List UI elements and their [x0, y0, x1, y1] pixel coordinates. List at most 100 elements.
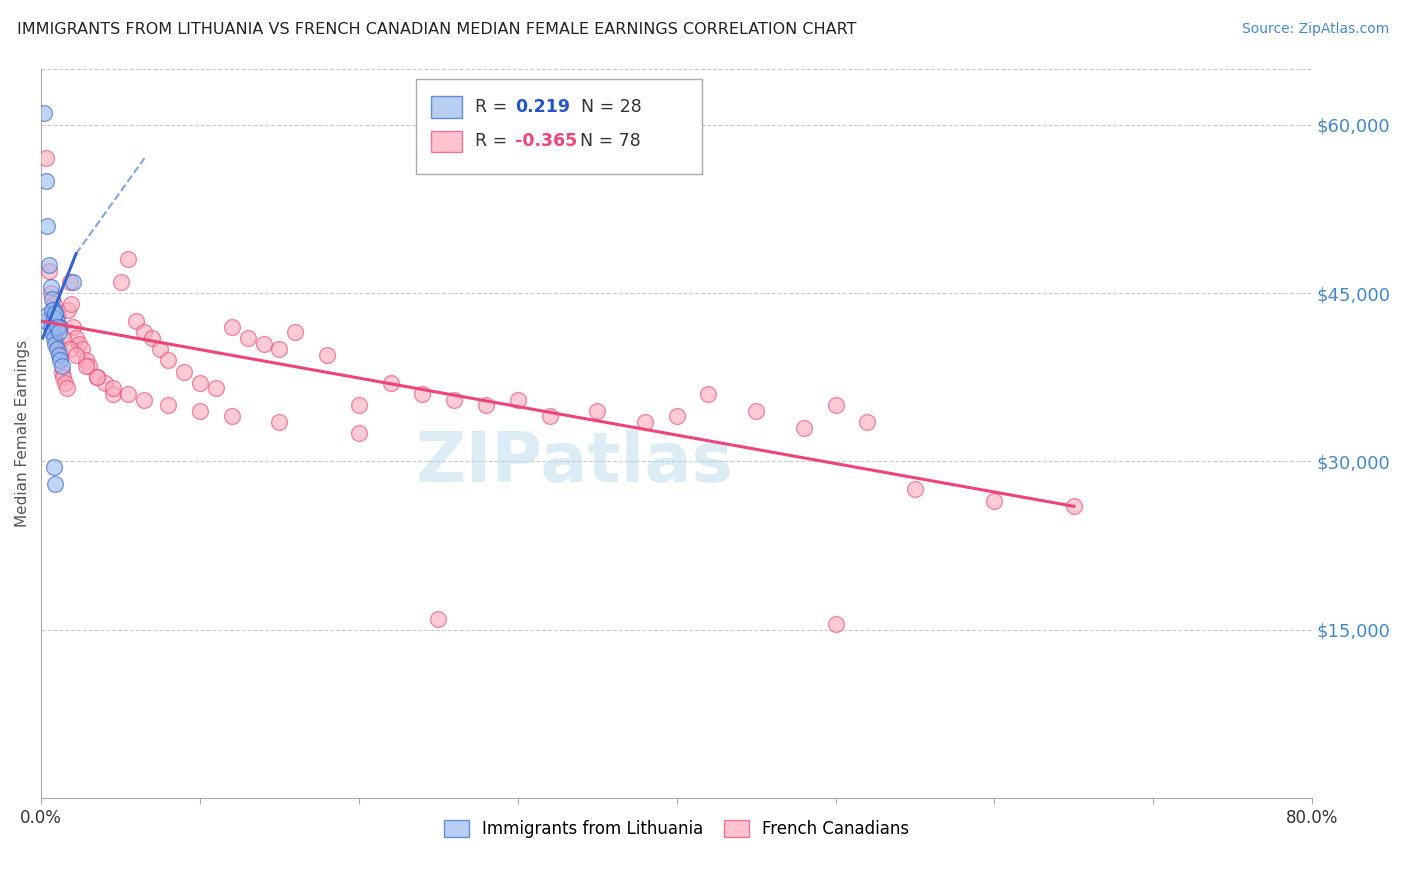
Point: [665, 409, 688, 424]
Point: [284, 326, 307, 340]
Point: [65, 348, 87, 362]
Point: [347, 426, 370, 441]
Point: [269, 415, 291, 429]
Point: [37, 219, 59, 233]
Point: [983, 493, 1005, 508]
Point: [38, 258, 60, 272]
Point: [55, 381, 77, 395]
Point: [59, 342, 82, 356]
Point: [475, 398, 498, 412]
Point: [59, 275, 82, 289]
Text: N = 28: N = 28: [569, 98, 641, 116]
Text: 0.219: 0.219: [515, 98, 571, 116]
Point: [56, 302, 79, 317]
Point: [205, 381, 228, 395]
Point: [188, 376, 211, 390]
Point: [65, 331, 87, 345]
Point: [46, 309, 69, 323]
Point: [134, 392, 156, 407]
Point: [39, 319, 62, 334]
Point: [745, 404, 768, 418]
Point: [44, 476, 66, 491]
Point: [53, 376, 76, 390]
Point: [157, 353, 180, 368]
Point: [52, 331, 75, 345]
Point: [117, 252, 139, 267]
Point: [125, 314, 148, 328]
Point: [1063, 500, 1085, 514]
Point: [141, 331, 163, 345]
Point: [32, 106, 55, 120]
Point: [101, 381, 124, 395]
Point: [42, 460, 65, 475]
Point: [221, 409, 243, 424]
Point: [824, 617, 846, 632]
Point: [269, 342, 291, 356]
Point: [506, 392, 529, 407]
Point: [634, 415, 657, 429]
Text: R =: R =: [475, 133, 512, 151]
Point: [316, 348, 339, 362]
Point: [586, 404, 609, 418]
Point: [72, 342, 94, 356]
Point: [35, 151, 58, 165]
Point: [347, 398, 370, 412]
Point: [46, 319, 69, 334]
Point: [86, 370, 108, 384]
Point: [117, 387, 139, 401]
Point: [48, 342, 70, 356]
Point: [48, 319, 70, 334]
Point: [48, 326, 70, 340]
Point: [75, 359, 97, 373]
Point: [856, 415, 879, 429]
Point: [35, 174, 58, 188]
Text: N = 78: N = 78: [581, 133, 641, 151]
Point: [42, 302, 65, 317]
Text: -0.365: -0.365: [515, 133, 578, 151]
Point: [44, 309, 66, 323]
Legend: Immigrants from Lithuania, French Canadians: Immigrants from Lithuania, French Canadi…: [437, 813, 915, 845]
Point: [46, 336, 69, 351]
Point: [38, 263, 60, 277]
Point: [173, 365, 195, 379]
Point: [236, 331, 259, 345]
Point: [149, 342, 172, 356]
Point: [221, 319, 243, 334]
Point: [49, 353, 72, 368]
Text: R =: R =: [475, 98, 517, 116]
Point: [427, 611, 450, 625]
Point: [51, 365, 73, 379]
Point: [62, 275, 84, 289]
Point: [49, 319, 72, 334]
Point: [188, 404, 211, 418]
Point: [44, 336, 66, 351]
Point: [904, 483, 927, 497]
Point: [824, 398, 846, 412]
FancyBboxPatch shape: [432, 130, 461, 153]
Text: ZIPatlas: ZIPatlas: [416, 429, 734, 496]
FancyBboxPatch shape: [416, 79, 702, 174]
Point: [39, 285, 62, 300]
Point: [157, 398, 180, 412]
Point: [42, 310, 65, 325]
Point: [443, 392, 465, 407]
Point: [48, 348, 70, 362]
Text: Source: ZipAtlas.com: Source: ZipAtlas.com: [1241, 22, 1389, 37]
Y-axis label: Median Female Earnings: Median Female Earnings: [15, 340, 30, 527]
Point: [134, 326, 156, 340]
Point: [86, 370, 108, 384]
Point: [411, 387, 433, 401]
Text: IMMIGRANTS FROM LITHUANIA VS FRENCH CANADIAN MEDIAN FEMALE EARNINGS CORRELATION : IMMIGRANTS FROM LITHUANIA VS FRENCH CANA…: [17, 22, 856, 37]
FancyBboxPatch shape: [432, 96, 461, 118]
Point: [35, 314, 58, 328]
Point: [39, 280, 62, 294]
Point: [93, 376, 115, 390]
Point: [41, 326, 63, 340]
Point: [42, 297, 65, 311]
Point: [46, 342, 69, 356]
Point: [252, 336, 274, 351]
Point: [44, 326, 66, 340]
Point: [60, 297, 83, 311]
Point: [67, 336, 90, 351]
Point: [110, 275, 132, 289]
